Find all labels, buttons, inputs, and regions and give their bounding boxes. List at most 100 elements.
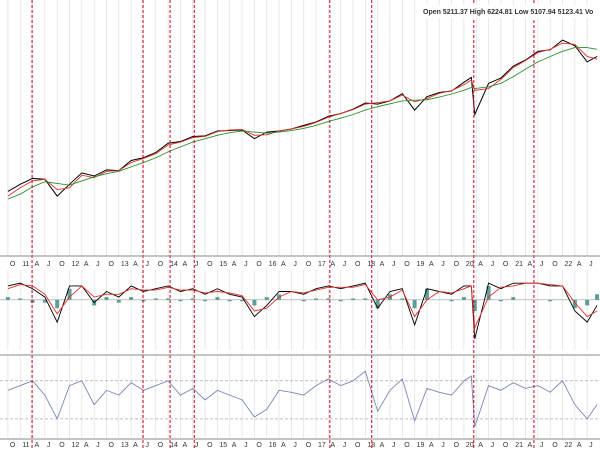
x-tick-label: A bbox=[429, 442, 434, 449]
histogram-bar bbox=[178, 299, 183, 302]
x-tick-label: 11 bbox=[22, 261, 29, 268]
x-tick-label: A bbox=[35, 261, 40, 268]
x-tick-label: A bbox=[232, 442, 237, 449]
x-tick-label: J bbox=[491, 261, 495, 268]
histogram-bar bbox=[166, 298, 171, 300]
histogram-bar bbox=[42, 299, 47, 303]
histogram-bar bbox=[449, 299, 454, 302]
x-tick-label: A bbox=[84, 442, 89, 449]
histogram-bar bbox=[67, 288, 72, 300]
x-tick-label: O bbox=[207, 442, 213, 449]
series-line bbox=[7, 282, 598, 330]
x-tick-label: A bbox=[528, 442, 533, 449]
histogram-bar bbox=[264, 297, 269, 300]
histogram-bar bbox=[104, 297, 109, 300]
histogram-bar bbox=[227, 299, 232, 302]
histogram-bar bbox=[472, 299, 477, 311]
x-tick-label: O bbox=[454, 261, 460, 268]
x-tick-label: 14 bbox=[170, 261, 178, 268]
x-tick-label: 22 bbox=[565, 261, 573, 268]
x-tick-label: J bbox=[441, 261, 445, 268]
x-tick-label: 19 bbox=[417, 261, 425, 268]
series-line bbox=[7, 370, 598, 427]
x-tick-label: A bbox=[281, 261, 286, 268]
x-tick-label: 22 bbox=[565, 442, 573, 449]
x-tick-label: A bbox=[528, 261, 533, 268]
panel bbox=[7, 39, 598, 200]
histogram-bar bbox=[548, 299, 553, 302]
x-tick-label: O bbox=[207, 261, 213, 268]
x-tick-label: A bbox=[84, 261, 89, 268]
x-tick-label: J bbox=[589, 442, 593, 449]
x-tick-label: J bbox=[491, 442, 495, 449]
x-tick-label: 17 bbox=[318, 261, 326, 268]
price-header: Open 5211.37 High 6224.81 Low 5107.94 51… bbox=[423, 9, 593, 16]
x-tick-label: J bbox=[47, 261, 51, 268]
x-tick-label: 15 bbox=[219, 442, 227, 449]
histogram-bar bbox=[400, 298, 405, 300]
x-tick-label: O bbox=[355, 261, 361, 268]
x-tick-label: O bbox=[306, 261, 312, 268]
x-tick-label: O bbox=[158, 442, 164, 449]
x-tick-label: 16 bbox=[269, 261, 277, 268]
x-tick-label: J bbox=[47, 442, 51, 449]
histogram-bar bbox=[18, 298, 23, 300]
x-tick-label: J bbox=[540, 442, 544, 449]
x-tick-label: J bbox=[195, 261, 199, 268]
histogram-bar bbox=[461, 297, 466, 300]
x-tick-label: O bbox=[256, 442, 262, 449]
x-tick-label: 20 bbox=[466, 442, 474, 449]
histogram-bar bbox=[338, 299, 343, 302]
x-tick-label: A bbox=[577, 261, 582, 268]
x-tick-label: A bbox=[182, 442, 187, 449]
histogram-bar bbox=[486, 285, 491, 300]
x-tick-label: O bbox=[59, 442, 65, 449]
x-tick-label: A bbox=[133, 261, 138, 268]
x-tick-label: A bbox=[133, 442, 138, 449]
x-tick-label: 21 bbox=[515, 261, 523, 268]
histogram-bar bbox=[326, 298, 331, 300]
histogram-bar bbox=[363, 298, 368, 300]
x-tick-label: O bbox=[158, 261, 164, 268]
x-tick-label: J bbox=[589, 261, 593, 268]
x-tick-label: J bbox=[96, 261, 100, 268]
histogram-bar bbox=[585, 299, 590, 306]
x-tick-label: 13 bbox=[121, 442, 129, 449]
x-tick-label: O bbox=[503, 261, 509, 268]
x-tick-label: O bbox=[10, 261, 16, 268]
x-tick-label: J bbox=[244, 261, 248, 268]
x-tick-label: A bbox=[232, 261, 237, 268]
histogram-bar bbox=[240, 299, 245, 302]
series-line bbox=[7, 42, 598, 197]
x-tick-label: J bbox=[441, 442, 445, 449]
histogram-bar bbox=[314, 298, 319, 300]
histogram-bar bbox=[498, 299, 503, 302]
x-tick-label: J bbox=[392, 442, 396, 449]
histogram-bar bbox=[55, 299, 60, 309]
x-tick-label: 20 bbox=[466, 261, 474, 268]
x-tick-label: A bbox=[35, 442, 40, 449]
x-tick-label: A bbox=[380, 442, 385, 449]
x-tick-label: A bbox=[380, 261, 385, 268]
x-tick-label: O bbox=[355, 442, 361, 449]
x-tick-label: A bbox=[577, 442, 582, 449]
histogram-bar bbox=[350, 298, 355, 300]
x-tick-label: 18 bbox=[367, 261, 375, 268]
x-tick-label: 16 bbox=[269, 442, 277, 449]
header-box bbox=[420, 5, 600, 18]
histogram-bar bbox=[153, 298, 158, 300]
x-tick-label: 21 bbox=[515, 442, 523, 449]
x-tick-label: O bbox=[552, 261, 558, 268]
histogram-bar bbox=[129, 297, 134, 300]
x-tick-label: O bbox=[108, 261, 114, 268]
x-tick-label: 13 bbox=[121, 261, 129, 268]
x-tick-label: O bbox=[306, 442, 312, 449]
histogram-bar bbox=[375, 299, 380, 309]
x-tick-label: 14 bbox=[170, 442, 178, 449]
x-tick-label: A bbox=[281, 442, 286, 449]
histogram-bar bbox=[595, 294, 600, 300]
series-line bbox=[7, 39, 598, 197]
